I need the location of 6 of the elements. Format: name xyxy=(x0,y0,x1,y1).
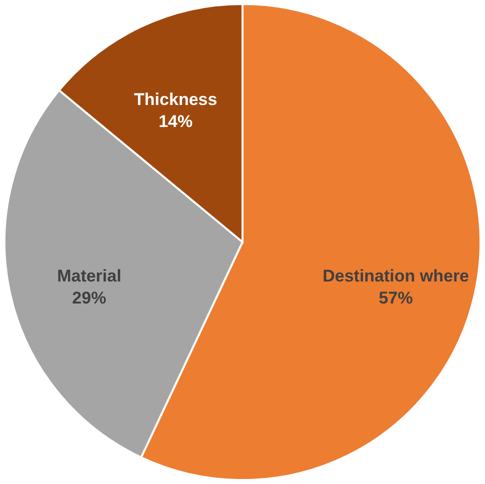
data-label: 14% xyxy=(158,112,193,131)
data-label: 57% xyxy=(378,288,413,308)
slice-label: Thickness xyxy=(134,90,218,109)
data-label: 29% xyxy=(72,288,106,308)
slice-label: Material xyxy=(57,266,122,286)
slice-label: Destination where xyxy=(322,266,470,286)
